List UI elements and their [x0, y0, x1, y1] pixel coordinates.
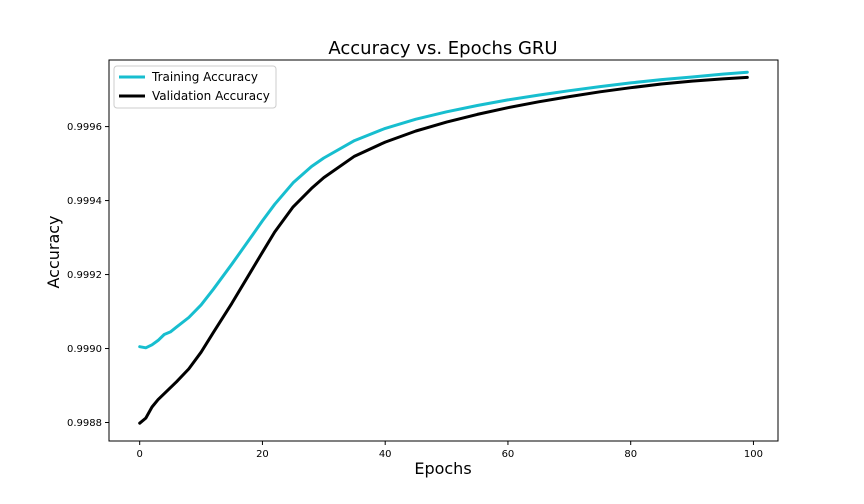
legend: Training Accuracy Validation Accuracy: [113, 65, 277, 109]
legend-label: Training Accuracy: [151, 70, 258, 84]
legend-label: Validation Accuracy: [152, 89, 270, 103]
y-tick-label: 0.9990: [67, 344, 102, 355]
series-lines: [138, 70, 749, 425]
chart-title: Accuracy vs. Epochs GRU: [328, 38, 557, 59]
y-tick-label: 0.9992: [67, 270, 102, 281]
x-tick-label: 60: [502, 449, 515, 460]
plot-frame: [108, 59, 779, 442]
y-tick-label: 0.9994: [67, 196, 102, 207]
y-tick-label: 0.9996: [67, 122, 102, 133]
x-tick-label: 40: [379, 449, 392, 460]
x-tick-label: 80: [624, 449, 637, 460]
y-tick-label: 0.9988: [67, 418, 102, 429]
series-line-1: [138, 75, 749, 425]
x-tick-label: 0: [137, 449, 143, 460]
legend-box: [113, 65, 277, 109]
x-tick-label: 100: [744, 449, 763, 460]
y-axis-label: Accuracy: [44, 215, 63, 288]
x-tick-label: 20: [256, 449, 269, 460]
series-line-0: [138, 70, 749, 350]
x-axis-label: Epochs: [414, 459, 471, 478]
axis-ticks: 0 20 40 60 80 100 0.9988 0.9990 0.9992 0.9994 0.99…: [67, 122, 763, 460]
